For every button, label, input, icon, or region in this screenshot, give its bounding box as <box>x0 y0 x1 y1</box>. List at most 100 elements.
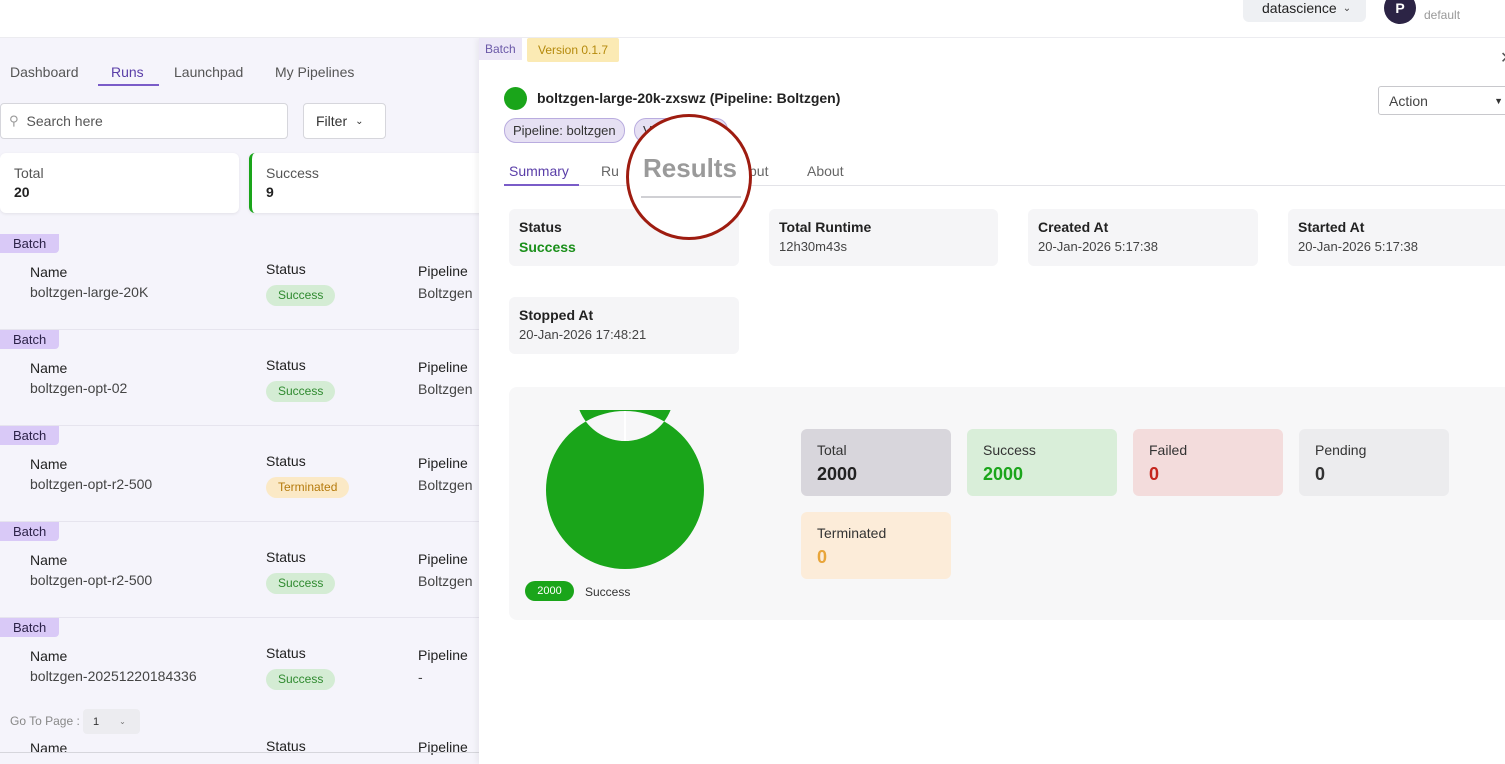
nav-tab-runs[interactable]: Runs <box>111 64 144 80</box>
stat-success-value: 9 <box>266 184 274 200</box>
user-namespace: default <box>1424 8 1461 22</box>
top-bar: datascience ⌄ P default <box>0 0 1505 38</box>
action-select[interactable]: Action ▼ <box>1378 86 1505 115</box>
name-label: Name <box>30 456 68 472</box>
name-label: Name <box>30 264 68 280</box>
batch-tag: Batch <box>479 38 522 60</box>
count-success-card: Success 2000 <box>967 429 1117 496</box>
chevron-down-icon: ⌄ <box>119 717 126 726</box>
status-badge: Success <box>266 669 336 690</box>
results-panel: 2000 Success Total 2000 Success 2000 Fai… <box>509 387 1505 620</box>
name-label: Name <box>30 360 68 376</box>
filter-button[interactable]: Filter ⌄ <box>303 103 386 139</box>
run-name: boltzgen-opt-r2-500 <box>30 476 153 492</box>
pipeline-value: - <box>418 669 423 685</box>
active-tab-indicator <box>504 184 579 186</box>
tab-output[interactable]: put <box>749 163 769 179</box>
batch-tag: Batch <box>0 522 60 541</box>
status-badge: Success <box>266 381 336 402</box>
status-label: Status <box>266 738 306 754</box>
close-icon[interactable]: ✕ <box>1500 48 1505 68</box>
created-at-card: Created At 20-Jan-2026 5:17:38 <box>1028 209 1258 266</box>
pipeline-label: Pipeline <box>418 455 468 471</box>
batch-tag: Batch <box>0 234 60 253</box>
count-terminated-value: 0 <box>817 547 828 567</box>
donut-slice-success <box>545 410 704 569</box>
search-input[interactable]: ⚲ Search here <box>0 103 288 139</box>
batch-tag: Batch <box>0 618 60 637</box>
pipeline-value: Boltzgen <box>418 381 473 397</box>
tabs-divider <box>504 185 1505 186</box>
count-total-card: Total 2000 <box>801 429 951 496</box>
stat-success-card: Success 9 <box>249 153 479 213</box>
pipeline-label: Pipeline <box>418 739 468 755</box>
stopped-at-card: Stopped At 20-Jan-2026 17:48:21 <box>509 297 739 354</box>
tab-runs[interactable]: Ru <box>601 163 619 179</box>
created-at-value: 20-Jan-2026 5:17:38 <box>1038 239 1158 254</box>
count-failed-label: Failed <box>1149 442 1188 458</box>
batch-tag: Batch <box>0 426 60 445</box>
search-placeholder: Search here <box>26 113 103 129</box>
started-at-title: Started At <box>1298 219 1365 235</box>
pipeline-label: Pipeline <box>418 551 468 567</box>
count-pending-value: 0 <box>1315 464 1326 484</box>
run-name: boltzgen-opt-02 <box>30 380 128 396</box>
count-terminated-label: Terminated <box>817 525 887 541</box>
results-donut-chart <box>545 410 704 569</box>
chevron-down-icon: ⌄ <box>355 115 364 127</box>
list-item[interactable]: Batch Name Status Pipeline boltzgen-opt-… <box>0 426 479 522</box>
list-item[interactable]: Batch Name Status Pipeline boltzgen-opt-… <box>0 330 479 426</box>
status-label: Status <box>266 453 306 469</box>
list-item-partial: Name Status Pipeline <box>0 738 479 764</box>
caret-down-icon: ▼ <box>1494 96 1503 106</box>
started-at-value: 20-Jan-2026 5:17:38 <box>1298 239 1418 254</box>
list-item[interactable]: Batch Name Status Pipeline boltzgen-opt-… <box>0 522 479 618</box>
count-terminated-card: Terminated 0 <box>801 512 951 579</box>
status-title: Status <box>519 219 562 235</box>
started-at-card: Started At 20-Jan-2026 5:17:38 <box>1288 209 1505 266</box>
count-success-value: 2000 <box>983 464 1024 484</box>
status-label: Status <box>266 261 306 277</box>
stat-total-value: 20 <box>14 184 30 200</box>
page-number: 1 <box>93 715 100 728</box>
nav-tab-my-pipelines[interactable]: My Pipelines <box>275 64 355 80</box>
nav-tab-dashboard[interactable]: Dashboard <box>10 64 79 80</box>
count-pending-card: Pending 0 <box>1299 429 1449 496</box>
runs-list-panel: Dashboard Runs Launchpad My Pipelines ⚲ … <box>0 38 479 764</box>
pipeline-label: Pipeline <box>418 647 468 663</box>
magnified-tab-label: Results <box>643 153 737 183</box>
stopped-at-title: Stopped At <box>519 307 594 323</box>
active-tab-indicator <box>98 84 159 86</box>
status-badge: Terminated <box>266 477 350 498</box>
pipeline-label: Pipeline <box>418 359 468 375</box>
runtime-card: Total Runtime 12h30m43s <box>769 209 998 266</box>
count-failed-card: Failed 0 <box>1133 429 1283 496</box>
list-item[interactable]: Batch Name Status Pipeline boltzgen-larg… <box>0 234 479 330</box>
status-label: Status <box>266 549 306 565</box>
run-name: boltzgen-opt-r2-500 <box>30 572 153 588</box>
main-nav: Dashboard Runs Launchpad My Pipelines <box>0 38 479 88</box>
page-select[interactable]: 1 ⌄ <box>83 709 140 734</box>
tab-summary[interactable]: Summary <box>509 163 569 179</box>
action-label: Action <box>1389 92 1428 109</box>
list-item[interactable]: Batch Name Status Pipeline boltzgen-2025… <box>0 618 479 714</box>
count-success-label: Success <box>983 442 1036 458</box>
stopped-at-value: 20-Jan-2026 17:48:21 <box>519 327 647 342</box>
magnified-tab-divider <box>641 196 741 198</box>
run-detail-drawer: Batch Version 0.1.7 ✕ boltzgen-large-20k… <box>479 38 1505 764</box>
status-label: Status <box>266 645 306 661</box>
status-badge: Success <box>266 285 336 306</box>
chevron-down-icon: ⌄ <box>1342 2 1352 14</box>
divider <box>0 752 479 753</box>
avatar[interactable]: P <box>1384 0 1416 24</box>
nav-tab-launchpad[interactable]: Launchpad <box>174 64 244 80</box>
legend-label: Success <box>585 585 631 599</box>
tab-about[interactable]: About <box>807 163 844 179</box>
pipeline-chip: Pipeline: boltzgen <box>504 118 625 143</box>
run-name: boltzgen-20251220184336 <box>30 668 197 684</box>
workspace-select[interactable]: datascience ⌄ <box>1243 0 1366 22</box>
status-indicator <box>504 87 527 110</box>
zoom-magnifier-overlay: Results <box>626 114 752 240</box>
legend-count-badge: 2000 <box>525 581 574 601</box>
stat-success-label: Success <box>266 165 319 181</box>
